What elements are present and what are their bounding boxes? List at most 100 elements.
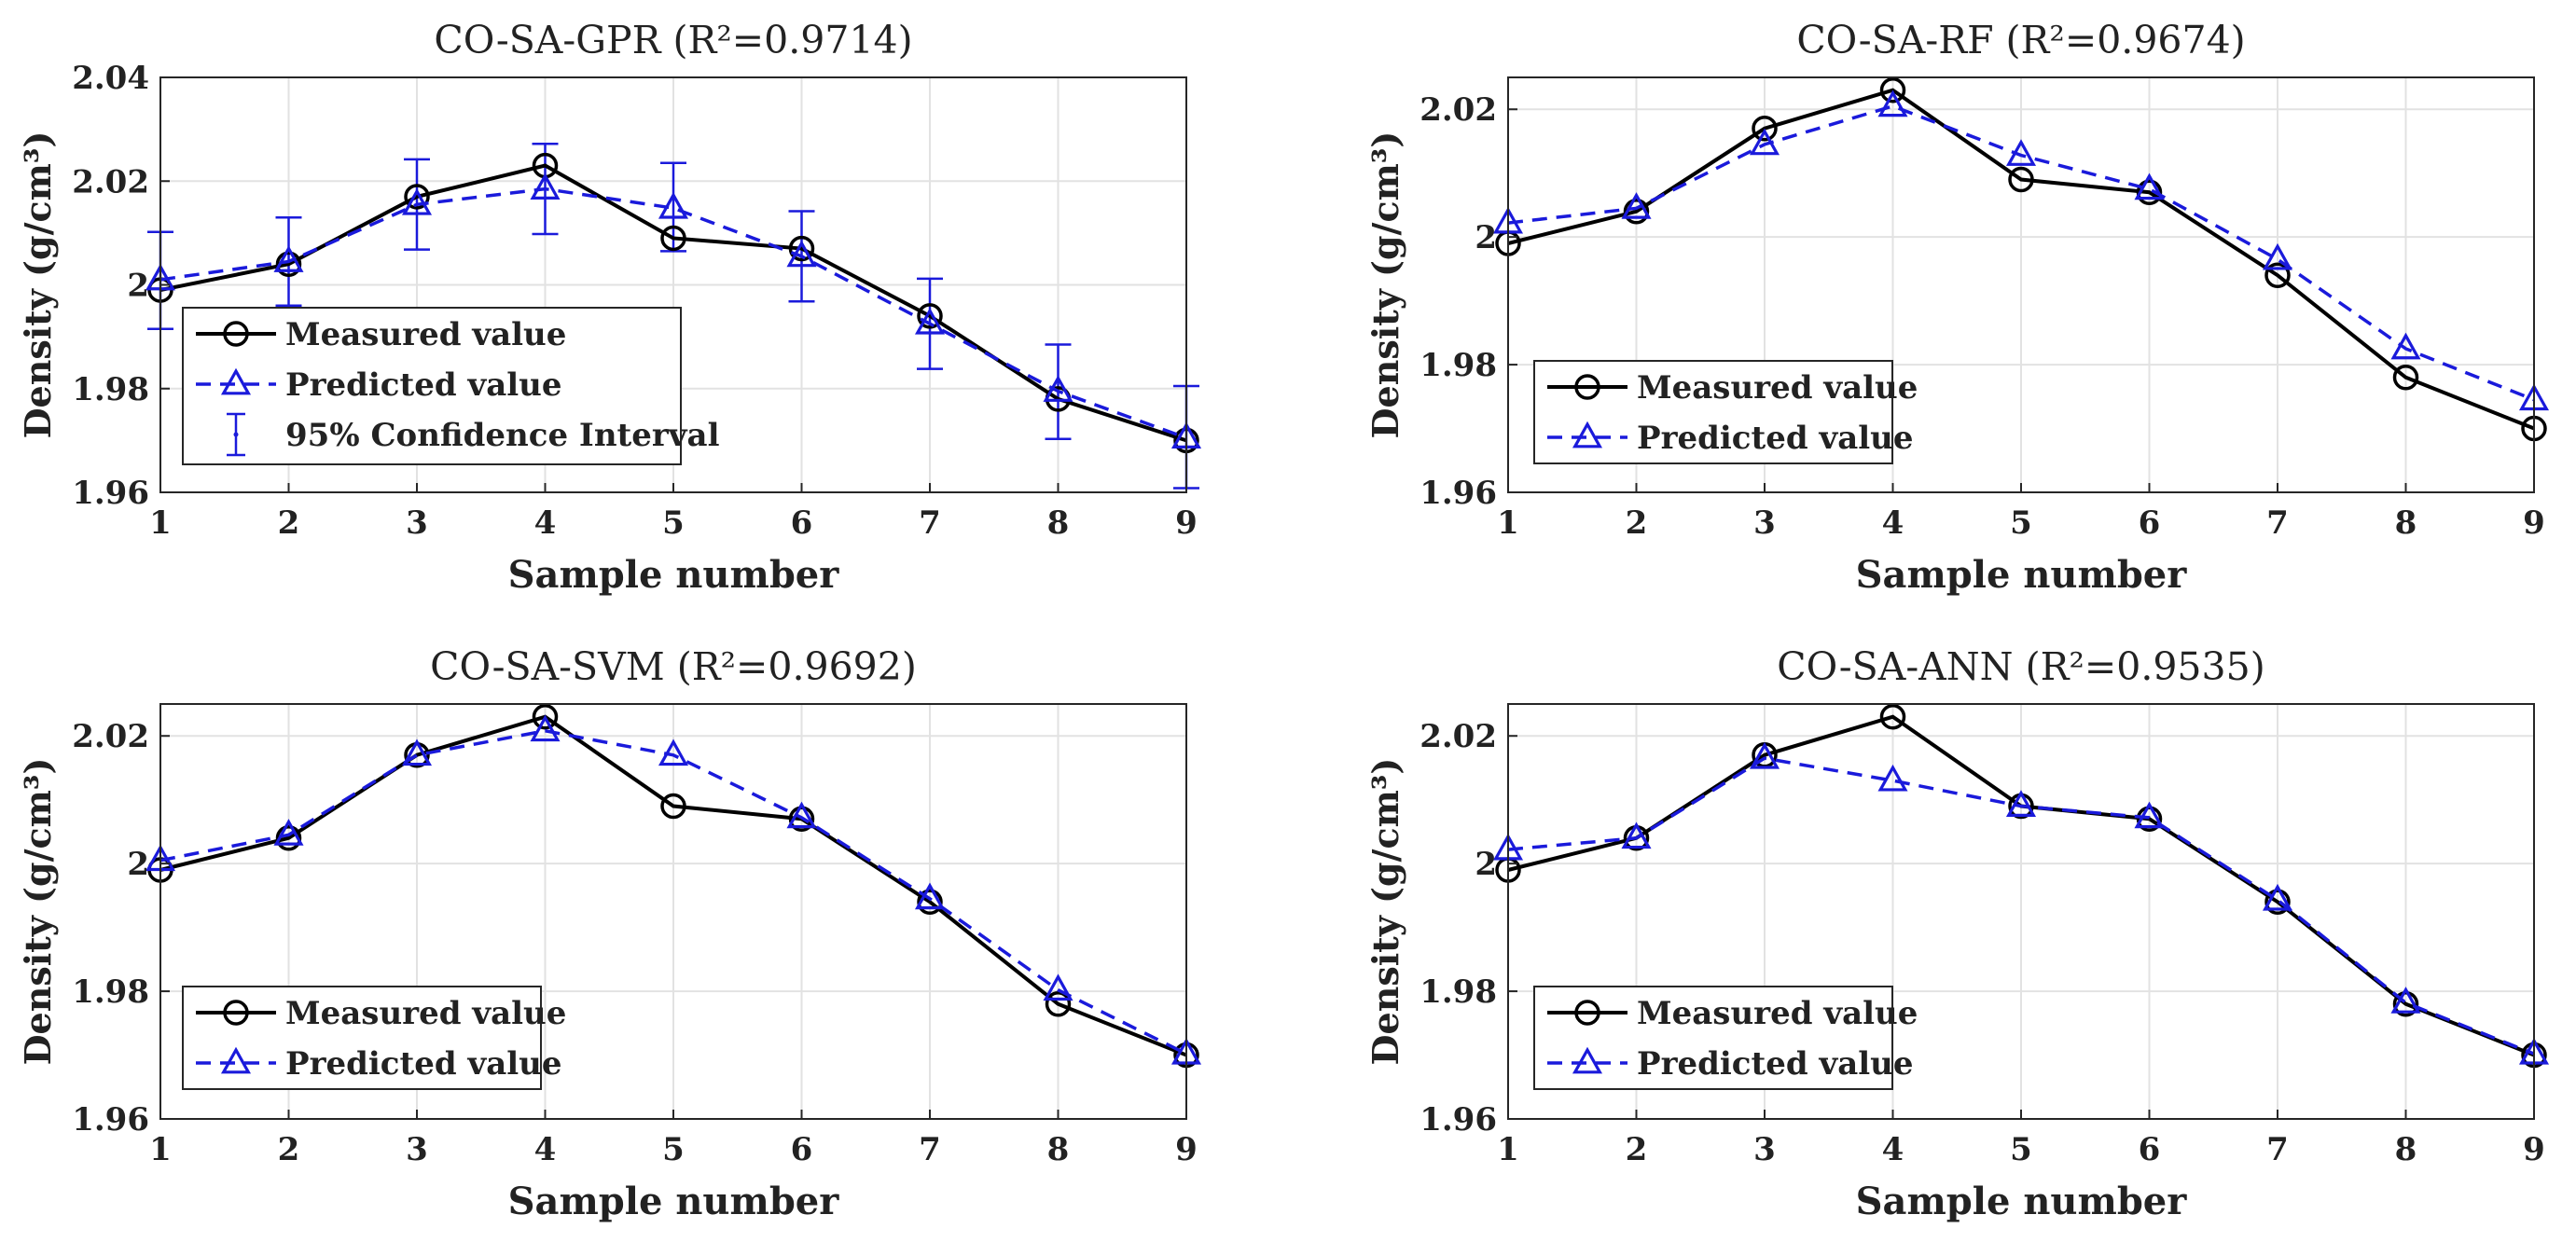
chart-title: CO-SA-RF (R²=0.9674) (1796, 18, 2245, 62)
predicted-point (401, 738, 433, 766)
measured-point (1879, 703, 1906, 730)
x-tick-label: 8 (2395, 504, 2417, 542)
x-tick-label: 7 (919, 1131, 941, 1168)
y-axis-label: Density (g/cm³) (17, 131, 59, 439)
measured-point (1879, 76, 1906, 104)
legend: Measured value Predicted value (1533, 360, 1918, 464)
measured-point (1623, 199, 1650, 225)
predicted-point (658, 191, 689, 219)
y-tick-label: 2.02 (72, 163, 149, 200)
x-axis-label: Sample number (1856, 1180, 2188, 1223)
predicted-point (1621, 192, 1652, 219)
measured-point (2264, 262, 2291, 288)
predicted-point (914, 882, 946, 910)
x-tick-label: 1 (1497, 504, 1519, 542)
y-tick-label: 2 (1475, 846, 1497, 883)
measured-point (2136, 806, 2163, 832)
legend-label: Measured value (1637, 369, 1918, 407)
legend-label: 95% Confidence Interval (285, 417, 720, 454)
x-tick-label: 7 (2266, 1131, 2289, 1168)
y-tick-label: 2 (127, 268, 149, 305)
x-tick-label: 8 (1047, 504, 1070, 542)
x-tick-label: 8 (1047, 1131, 1070, 1168)
legend: Measured value Predicted value 95% Confide… (182, 307, 720, 465)
x-tick-label: 6 (2139, 504, 2161, 542)
x-tick-label: 4 (1882, 504, 1904, 542)
y-tick-label: 1.96 (72, 475, 149, 512)
predicted-point (1749, 128, 1780, 156)
measured-point (2008, 166, 2034, 193)
legend-entry-measured: Measured value (1547, 995, 1918, 1032)
predicted-line (1507, 104, 2535, 402)
x-tick-label: 3 (1753, 504, 1776, 542)
x-tick-label: 4 (1882, 1131, 1904, 1168)
y-tick-label: 1.96 (1420, 1101, 1497, 1139)
predicted-point (658, 738, 689, 766)
y-axis-label: Density (g/cm³) (1364, 131, 1406, 439)
x-axis-label: Sample number (1856, 553, 2188, 597)
y-tick-label: 1.98 (72, 973, 149, 1011)
x-tick-label: 3 (406, 1131, 428, 1168)
legend: Measured value Predicted value (182, 986, 566, 1090)
x-tick-label: 6 (2139, 1131, 2161, 1168)
x-tick-label: 6 (791, 1131, 813, 1168)
predicted-point (1621, 821, 1652, 849)
measured-point (275, 825, 302, 851)
y-tick-label: 1.98 (72, 371, 149, 408)
predicted-point (786, 801, 817, 829)
legend-entry-measured: Measured value (196, 995, 566, 1032)
y-tick-label: 2.02 (1420, 91, 1497, 129)
y-tick-label: 1.96 (72, 1101, 149, 1139)
legend-entry-predicted: Predicted value (1547, 420, 1914, 457)
predicted-point (1877, 90, 1908, 117)
y-axis-label: Density (g/cm³) (1364, 758, 1406, 1066)
x-tick-label: 7 (2266, 504, 2289, 542)
x-tick-label: 5 (662, 1131, 685, 1168)
predicted-point (2005, 139, 2037, 166)
predicted-point (1043, 973, 1073, 1001)
y-tick-label: 2 (127, 846, 149, 883)
predicted-point (273, 819, 304, 846)
chart-panel-gpr: 1.96 1.98 2 2.02 2.04 1 2 3 4 5 6 7 8 9 CO-SA-GPR (R… (17, 18, 1202, 597)
measured-line (1507, 88, 2535, 431)
legend-entry-ci: 95% Confidence Interval (227, 412, 720, 457)
y-tick-label: 2.04 (72, 60, 149, 97)
x-tick-label: 8 (2395, 1131, 2417, 1168)
predicted-point (2262, 242, 2293, 270)
legend-entry-predicted: Predicted value (196, 366, 562, 404)
x-axis-label: Sample number (508, 1180, 840, 1223)
x-tick-label: 3 (406, 504, 428, 542)
measured-point (404, 184, 430, 210)
x-tick-label: 1 (149, 504, 172, 542)
legend-entry-measured: Measured value (196, 316, 566, 353)
predicted-point (2134, 173, 2165, 200)
y-tick-label: 1.98 (1420, 973, 1497, 1011)
x-tick-label: 4 (534, 504, 557, 542)
predicted-point (530, 714, 561, 742)
x-tick-label: 1 (1497, 1131, 1519, 1168)
y-tick-label: 2 (1475, 219, 1497, 256)
predicted-point (1877, 764, 1908, 792)
legend-entry-predicted: Predicted value (196, 1045, 562, 1083)
predicted-point (1749, 741, 1780, 769)
legend-label: Predicted value (1637, 1045, 1914, 1083)
legend-label: Measured value (1637, 995, 1918, 1032)
predicted-point (530, 173, 561, 200)
y-tick-label: 2.02 (1420, 718, 1497, 755)
measured-point (2264, 889, 2291, 915)
x-axis-label: Sample number (508, 553, 840, 597)
legend-label: Predicted value (285, 366, 562, 404)
legend-entry-measured: Measured value (1547, 369, 1918, 407)
measured-point (1752, 116, 1778, 142)
legend-label: Predicted value (1637, 420, 1914, 457)
x-tick-label: 2 (1626, 504, 1648, 542)
x-tick-label: 4 (534, 1131, 557, 1168)
measured-line (159, 714, 1187, 1057)
measured-point (2392, 991, 2419, 1017)
x-tick-label: 2 (278, 504, 300, 542)
x-tick-label: 3 (1753, 1131, 1776, 1168)
legend-label: Measured value (285, 316, 566, 353)
x-tick-label: 9 (2523, 1131, 2545, 1168)
measured-point (532, 703, 559, 730)
